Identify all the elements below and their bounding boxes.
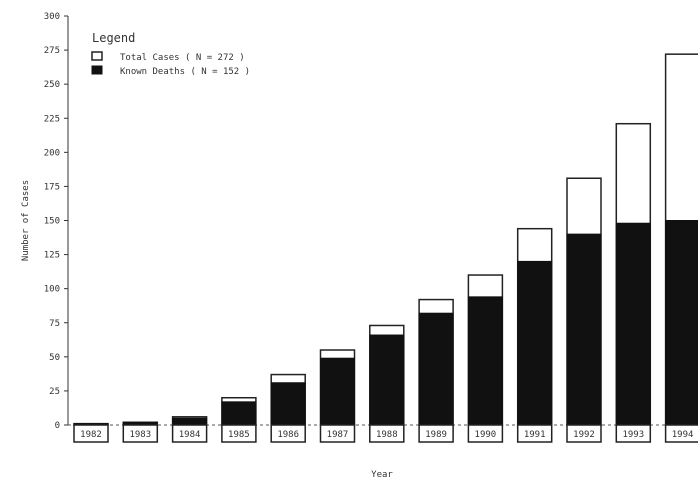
labels-layer: 0 25 50 75 100 125 150 175 200 225 250 275 300 Number… bbox=[21, 12, 694, 480]
y-tick-label: 100 bbox=[44, 285, 60, 295]
legend-swatch-deaths bbox=[91, 65, 103, 75]
y-tick-label: 300 bbox=[44, 12, 60, 22]
legend-label-total: Total Cases ( N = 272 ) bbox=[120, 53, 245, 63]
x-category-box bbox=[566, 424, 602, 443]
x-tick-label: 1991 bbox=[524, 430, 546, 440]
y-tick-label: 0 bbox=[55, 421, 60, 431]
bar-known-deaths bbox=[369, 334, 405, 426]
bars-layer bbox=[73, 53, 698, 443]
x-category-box bbox=[516, 424, 553, 443]
x-tick-label: 1987 bbox=[327, 430, 349, 440]
x-tick-label: 1990 bbox=[475, 430, 497, 440]
x-tick-label: 1988 bbox=[376, 430, 398, 440]
bar-known-deaths bbox=[467, 296, 503, 426]
bar-known-deaths bbox=[615, 222, 651, 426]
y-tick-label: 250 bbox=[44, 80, 60, 90]
y-tick-label: 50 bbox=[49, 353, 60, 363]
legend-title: Legend bbox=[92, 31, 135, 45]
bar-known-deaths bbox=[270, 382, 306, 426]
x-tick-label: 1984 bbox=[179, 430, 201, 440]
x-tick-label: 1985 bbox=[228, 430, 250, 440]
x-category-box bbox=[122, 424, 159, 443]
bar-known-deaths bbox=[172, 417, 208, 426]
x-category-box bbox=[418, 424, 454, 443]
y-tick-label: 150 bbox=[44, 217, 60, 227]
bar-known-deaths bbox=[665, 220, 698, 426]
legend-swatch-total bbox=[91, 51, 103, 61]
x-category-box bbox=[270, 424, 306, 443]
y-axis-title: Number of Cases bbox=[21, 180, 31, 261]
bar-known-deaths bbox=[320, 357, 355, 426]
x-tick-label: 1982 bbox=[80, 430, 102, 440]
x-tick-label: 1986 bbox=[277, 430, 299, 440]
x-tick-label: 1994 bbox=[672, 430, 694, 440]
x-tick-label: 1989 bbox=[425, 430, 447, 440]
y-tick-label: 75 bbox=[49, 319, 60, 329]
x-tick-label: 1992 bbox=[573, 430, 595, 440]
y-tick-label: 125 bbox=[44, 251, 60, 261]
x-category-box bbox=[369, 424, 405, 443]
y-tick-label: 225 bbox=[44, 114, 60, 124]
x-tick-label: 1993 bbox=[622, 430, 644, 440]
legend: Legend Total Cases ( N = 272 ) Known Dea… bbox=[91, 31, 250, 77]
x-category-box bbox=[171, 424, 208, 443]
bar-known-deaths bbox=[221, 401, 257, 426]
y-tick-label: 175 bbox=[44, 182, 60, 192]
x-category-box bbox=[664, 424, 698, 443]
x-category-box bbox=[615, 424, 652, 443]
y-tick-label: 275 bbox=[44, 46, 60, 56]
x-axis-title: Year bbox=[371, 470, 393, 479]
y-tick-label: 200 bbox=[44, 148, 60, 158]
bar-known-deaths bbox=[517, 260, 553, 426]
bar-known-deaths bbox=[418, 312, 454, 426]
x-category-box bbox=[221, 424, 257, 443]
y-tick-label: 25 bbox=[49, 387, 60, 397]
x-category-box bbox=[73, 424, 109, 443]
x-category-box bbox=[319, 424, 356, 443]
bar-known-deaths bbox=[566, 233, 602, 426]
x-category-box bbox=[467, 424, 504, 443]
x-tick-label: 1983 bbox=[129, 430, 151, 440]
legend-label-deaths: Known Deaths ( N = 152 ) bbox=[120, 67, 250, 77]
